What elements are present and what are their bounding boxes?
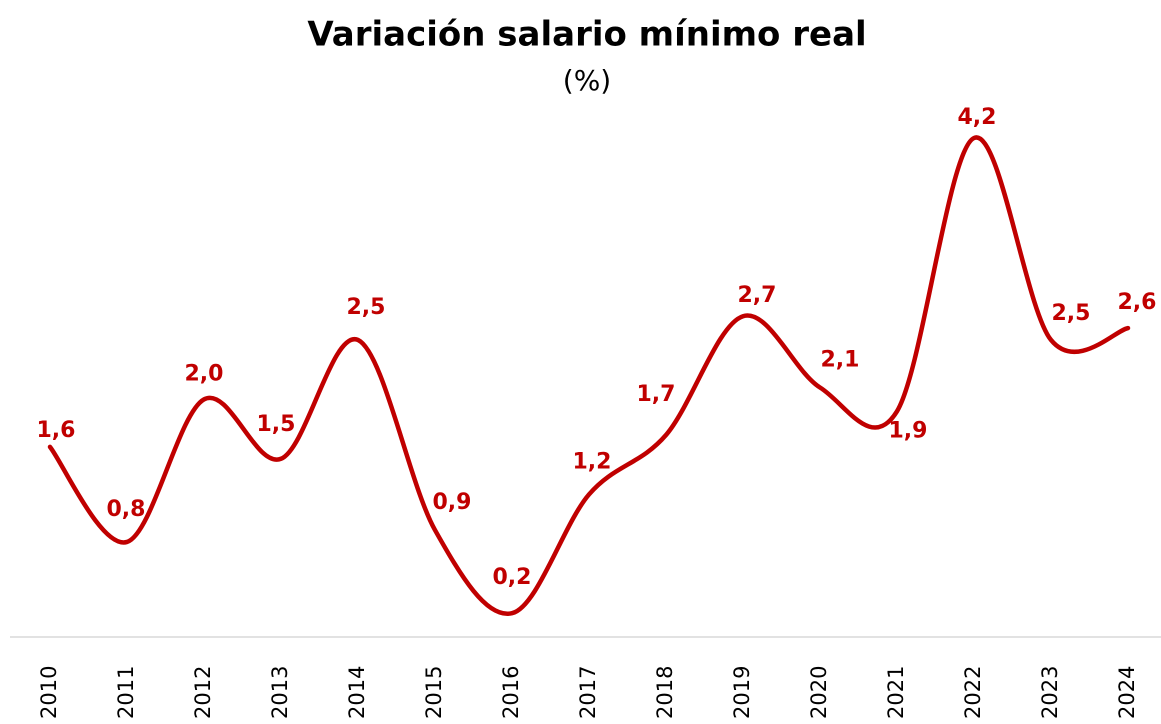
x-tick-label: 2022 [961, 666, 985, 719]
x-tick-label: 2020 [807, 666, 831, 719]
x-tick-label: 2019 [730, 666, 754, 719]
x-tick-label: 2023 [1038, 666, 1062, 719]
data-label: 2,6 [1118, 290, 1157, 315]
x-tick-label: 2015 [422, 666, 446, 719]
data-label: 0,9 [433, 490, 472, 515]
x-tick-label: 2016 [499, 666, 523, 719]
x-tick-label: 2018 [653, 666, 677, 719]
data-label: 2,5 [1052, 301, 1091, 326]
data-label: 0,8 [107, 497, 146, 522]
x-tick-label: 2017 [576, 666, 600, 719]
data-label: 2,1 [821, 348, 860, 373]
data-label: 1,2 [573, 449, 612, 474]
chart-subtitle: (%) [563, 64, 611, 97]
x-tick-label: 2021 [884, 666, 908, 719]
data-label: 2,5 [347, 295, 386, 320]
data-label: 1,7 [637, 382, 676, 407]
chart-title: Variación salario mínimo real [307, 15, 866, 55]
x-tick-label: 2012 [191, 666, 215, 719]
line [47, 135, 1131, 616]
x-tick-label: 2024 [1115, 666, 1139, 719]
data-label: 2,7 [738, 283, 777, 308]
data-label: 1,5 [257, 412, 296, 437]
x-tick-label: 2011 [114, 666, 138, 719]
data-label: 4,2 [958, 105, 997, 130]
data-label: 0,2 [493, 565, 532, 590]
x-tick-label: 2010 [37, 666, 61, 719]
data-label: 1,6 [37, 418, 76, 443]
x-tick-label: 2013 [268, 666, 292, 719]
data-label: 1,9 [889, 418, 928, 443]
data-label: 2,0 [185, 361, 224, 386]
x-tick-label: 2014 [345, 666, 369, 719]
